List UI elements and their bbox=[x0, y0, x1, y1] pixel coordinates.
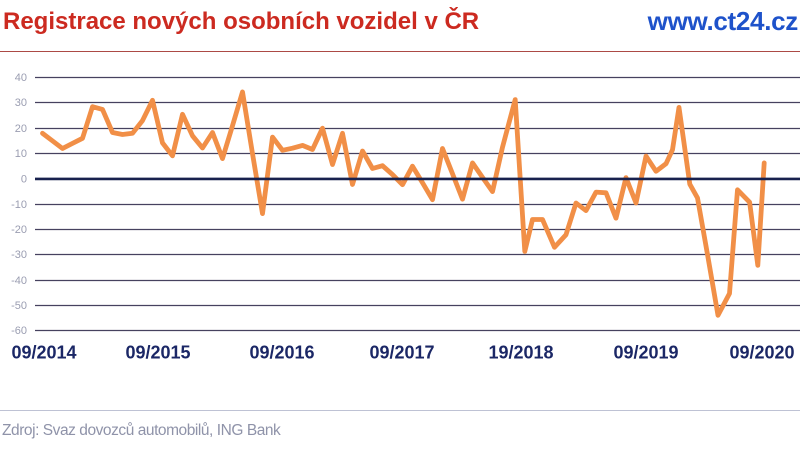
svg-text:09/2017: 09/2017 bbox=[369, 343, 434, 363]
svg-text:0: 0 bbox=[21, 173, 27, 185]
svg-text:10: 10 bbox=[15, 148, 27, 160]
svg-text:-40: -40 bbox=[11, 275, 27, 287]
svg-text:-20: -20 bbox=[11, 224, 27, 236]
svg-text:20: 20 bbox=[15, 123, 27, 135]
svg-text:09/2019: 09/2019 bbox=[613, 343, 678, 363]
svg-text:-50: -50 bbox=[11, 300, 27, 312]
svg-text:09/2015: 09/2015 bbox=[125, 343, 190, 363]
svg-text:-60: -60 bbox=[11, 325, 27, 337]
svg-text:40: 40 bbox=[15, 72, 27, 84]
svg-text:-30: -30 bbox=[11, 249, 27, 261]
svg-text:30: 30 bbox=[15, 97, 27, 109]
svg-text:-10: -10 bbox=[11, 199, 27, 211]
svg-text:19/2018: 19/2018 bbox=[488, 343, 553, 363]
svg-text:09/2014: 09/2014 bbox=[11, 343, 76, 363]
svg-text:09/2016: 09/2016 bbox=[249, 343, 314, 363]
svg-text:09/2020: 09/2020 bbox=[729, 343, 794, 363]
